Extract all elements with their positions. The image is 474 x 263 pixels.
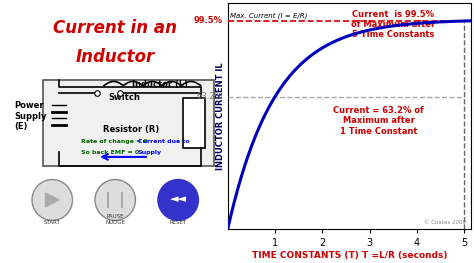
Y-axis label: INDUCTOR CURRENT IL: INDUCTOR CURRENT IL (216, 62, 225, 170)
Text: Supply: Supply (137, 150, 162, 155)
Text: Resistor (R): Resistor (R) (103, 125, 159, 134)
Text: Power
Supply
(E): Power Supply (E) (14, 101, 46, 131)
Text: Current = 63.2% of
Maximum after
1 Time Constant: Current = 63.2% of Maximum after 1 Time … (333, 106, 424, 135)
Text: Inductor (L): Inductor (L) (132, 80, 188, 89)
Text: PAUSE
NUDGE: PAUSE NUDGE (105, 214, 125, 225)
Text: So back EMF = 0: So back EMF = 0 (82, 150, 140, 155)
Polygon shape (46, 193, 59, 207)
Text: 99.5%: 99.5% (194, 16, 223, 25)
Text: Current due to: Current due to (137, 139, 189, 144)
Text: Current in an: Current in an (53, 19, 177, 37)
Text: ◄◄: ◄◄ (170, 194, 187, 204)
Circle shape (32, 180, 73, 220)
Text: Rate of change = 0: Rate of change = 0 (82, 139, 148, 144)
Circle shape (158, 180, 199, 220)
Text: Inductor: Inductor (75, 48, 155, 66)
Text: Max. Current (I = E/R): Max. Current (I = E/R) (230, 12, 308, 18)
Text: 63.2%: 63.2% (196, 92, 223, 101)
X-axis label: TIME CONSTANTS (T) T =L/R (seconds): TIME CONSTANTS (T) T =L/R (seconds) (252, 251, 447, 260)
Text: RESET: RESET (170, 220, 187, 225)
Circle shape (95, 180, 136, 220)
Text: © Coates 2009: © Coates 2009 (424, 220, 466, 225)
Text: Current  is 99.5%
of Maximum after
5 Time Constants: Current is 99.5% of Maximum after 5 Time… (351, 9, 436, 39)
Bar (182, 98, 205, 148)
Text: Switch: Switch (108, 94, 140, 103)
Bar (43, 80, 214, 166)
Text: START: START (44, 220, 61, 225)
